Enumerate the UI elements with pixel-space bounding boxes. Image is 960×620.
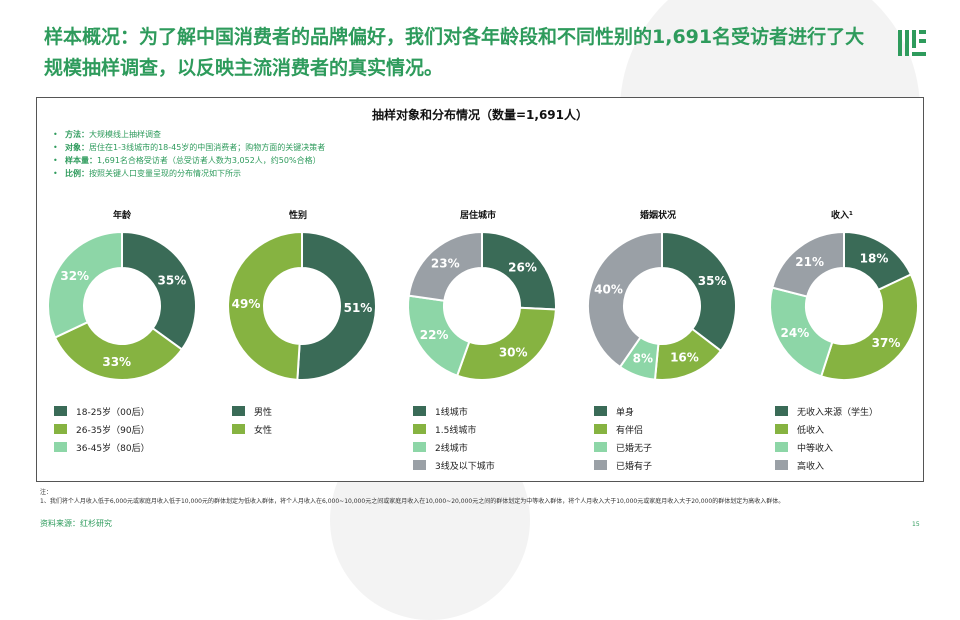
- legend-swatch: [54, 406, 67, 416]
- slice-label: 30%: [499, 346, 528, 360]
- legend-item: 已婚有子: [594, 456, 652, 474]
- legend-item: 男性: [232, 402, 272, 420]
- donut-slice: [587, 230, 663, 369]
- bullet-target: 对象：居住在1-3线城市的18-45岁的中国消费者；购物方面的关键决策者: [53, 141, 325, 154]
- legend-swatch: [775, 442, 788, 452]
- slice-label: 21%: [795, 255, 824, 269]
- donut-slice: [407, 230, 483, 302]
- donut-slice: [481, 230, 557, 311]
- legend-item: 26-35岁（90后）: [54, 420, 150, 438]
- sample-overview-panel: 抽样对象和分布情况（数量=1,691人） 方法：大规模线上抽样调查 对象：居住在…: [36, 97, 924, 482]
- donut-slice: [227, 230, 303, 381]
- legend-swatch: [594, 406, 607, 416]
- legend-marital: 单身 有伴侣 已婚无子 已婚有子: [594, 402, 652, 474]
- slice-label: 18%: [860, 252, 889, 266]
- page-number: 15: [912, 521, 920, 528]
- legend-item: 1线城市: [413, 402, 495, 420]
- chart-title-income: 收入¹: [831, 211, 853, 221]
- legend-swatch: [775, 424, 788, 434]
- bullet-method: 方法：大规模线上抽样调查: [53, 128, 325, 141]
- legend-income: 无收入来源（学生） 低收入 中等收入 高收入: [775, 402, 878, 474]
- slice-label: 16%: [670, 350, 699, 364]
- page-title: 样本概况：为了解中国消费者的品牌偏好，我们对各年龄段和不同性别的1,691名受访…: [44, 26, 865, 79]
- legend-item: 中等收入: [775, 438, 878, 456]
- legend-city: 1线城市 1.5线城市 2线城市 3线及以下城市: [413, 402, 495, 474]
- footnote: 注： 1、我们将个人月收入低于6,000元或家庭月收入低于10,000元的群体划…: [40, 488, 920, 506]
- footnote-text: 1、我们将个人月收入低于6,000元或家庭月收入低于10,000元的群体划定为低…: [40, 498, 785, 505]
- legend-item: 无收入来源（学生）: [775, 402, 878, 420]
- donut-slice: [47, 230, 123, 339]
- legend-swatch: [594, 460, 607, 470]
- legend-swatch: [232, 424, 245, 434]
- slice-label: 24%: [781, 326, 810, 340]
- chart-title-city: 居住城市: [459, 211, 496, 221]
- chart-title-age: 年龄: [112, 211, 131, 221]
- chart-title-marital: 婚姻状况: [639, 211, 676, 221]
- legend-swatch: [232, 406, 245, 416]
- legend-gender: 男性 女性: [232, 402, 272, 438]
- slice-label: 35%: [698, 274, 727, 288]
- slice-label: 37%: [872, 336, 901, 350]
- donut-slice: [819, 273, 919, 381]
- legend-swatch: [775, 460, 788, 470]
- brand-logo-icon: [898, 30, 926, 56]
- donut-slice: [121, 230, 197, 351]
- donut-slice: [296, 230, 377, 381]
- legend-item: 2线城市: [413, 438, 495, 456]
- legend-swatch: [413, 442, 426, 452]
- donut-slice: [455, 306, 557, 381]
- legend-item: 低收入: [775, 420, 878, 438]
- legend-age: 18-25岁（00后） 26-35岁（90后） 36-45岁（80后）: [54, 402, 150, 456]
- slice-label: 49%: [232, 297, 261, 311]
- bullet-sample-size: 样本量：1,691名合格受访者（总受访者人数为3,052人，约50%合格）: [53, 154, 325, 167]
- donut-slice: [771, 230, 845, 298]
- legend-swatch: [594, 442, 607, 452]
- legend-item: 单身: [594, 402, 652, 420]
- panel-title: 抽样对象和分布情况（数量=1,691人）: [371, 108, 588, 122]
- slice-label: 33%: [102, 355, 131, 369]
- legend-swatch: [413, 406, 426, 416]
- method-bullet-list: 方法：大规模线上抽样调查 对象：居住在1-3线城市的18-45岁的中国消费者；购…: [53, 128, 325, 180]
- slice-label: 51%: [344, 301, 373, 315]
- legend-item: 1.5线城市: [413, 420, 495, 438]
- slice-label: 35%: [158, 274, 187, 288]
- legend-item: 3线及以下城市: [413, 456, 495, 474]
- legend-swatch: [54, 442, 67, 452]
- legend-item: 已婚无子: [594, 438, 652, 456]
- footnote-label: 注：: [40, 489, 53, 496]
- donut-charts: 35% 33% 32% 51% 49% 26% 30% 22% 23% 35% 16% 8% 40% 18…: [47, 230, 919, 381]
- legend-swatch: [54, 424, 67, 434]
- donut-slice: [53, 320, 184, 381]
- source-text: 资料来源：红杉研究: [40, 519, 112, 528]
- legend-swatch: [594, 424, 607, 434]
- slice-label: 8%: [633, 352, 653, 366]
- legend-swatch: [413, 460, 426, 470]
- legend-swatch: [413, 424, 426, 434]
- legend-item: 有伴侣: [594, 420, 652, 438]
- bullet-ratio: 比例：按照关键人口变量呈现的分布情况如下所示: [53, 167, 325, 180]
- slice-label: 22%: [420, 328, 449, 342]
- chart-title-gender: 性别: [288, 211, 307, 221]
- legend-item: 女性: [232, 420, 272, 438]
- legend-item: 18-25岁（00后）: [54, 402, 150, 420]
- donut-slice: [661, 230, 737, 353]
- slice-label: 40%: [594, 282, 623, 296]
- slice-label: 32%: [60, 269, 89, 283]
- slice-label: 23%: [431, 257, 460, 271]
- slice-label: 26%: [508, 260, 537, 274]
- legend-item: 高收入: [775, 456, 878, 474]
- legend-swatch: [775, 406, 788, 416]
- legend-item: 36-45岁（80后）: [54, 438, 150, 456]
